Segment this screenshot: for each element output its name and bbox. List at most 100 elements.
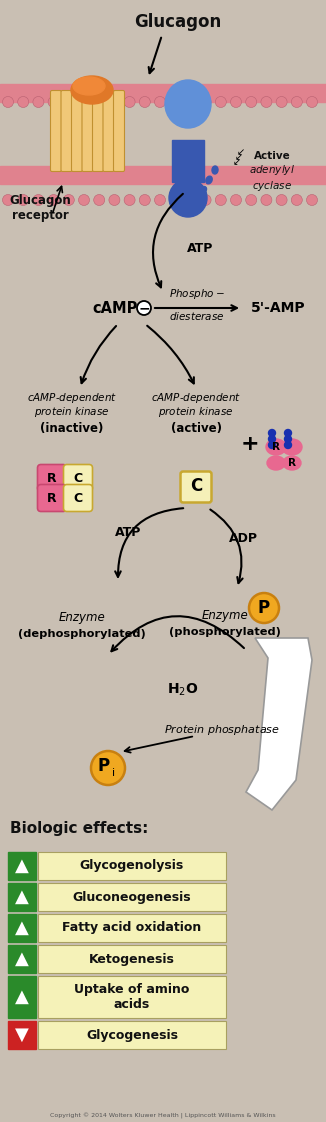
FancyBboxPatch shape	[113, 91, 125, 172]
Bar	[8, 976, 36, 1018]
Text: Glucagon: Glucagon	[134, 13, 222, 31]
Text: (dephosphorylated): (dephosphorylated)	[18, 629, 146, 640]
Ellipse shape	[169, 180, 207, 217]
FancyBboxPatch shape	[38, 852, 226, 880]
Circle shape	[124, 194, 135, 205]
Text: ADP: ADP	[229, 532, 258, 545]
Circle shape	[291, 194, 302, 205]
Ellipse shape	[73, 77, 105, 95]
Ellipse shape	[71, 76, 113, 104]
Text: $\mathit{cAMP}$-$\mathit{dependent}$: $\mathit{cAMP}$-$\mathit{dependent}$	[151, 390, 241, 405]
Bar	[8, 914, 36, 942]
Circle shape	[155, 96, 166, 108]
Bar	[8, 1021, 36, 1049]
Circle shape	[200, 194, 211, 205]
Text: (inactive): (inactive)	[40, 422, 104, 434]
Text: 5'-AMP: 5'-AMP	[251, 301, 305, 315]
Circle shape	[285, 441, 291, 449]
Text: $\mathit{cAMP}$-$\mathit{dependent}$: $\mathit{cAMP}$-$\mathit{dependent}$	[27, 390, 117, 405]
Circle shape	[261, 96, 272, 108]
Bar	[8, 883, 36, 911]
FancyBboxPatch shape	[61, 91, 72, 172]
Circle shape	[249, 594, 279, 623]
Text: ▲: ▲	[15, 888, 29, 905]
Text: $\mathit{Protein\ phosphatase}$: $\mathit{Protein\ phosphatase}$	[164, 723, 280, 737]
Text: R: R	[47, 471, 57, 485]
Circle shape	[63, 194, 74, 205]
Circle shape	[269, 435, 275, 442]
Circle shape	[109, 194, 120, 205]
Circle shape	[3, 96, 13, 108]
Circle shape	[124, 96, 135, 108]
Text: Enzyme: Enzyme	[59, 611, 105, 625]
Text: $\mathit{diesterase}$: $\mathit{diesterase}$	[169, 310, 225, 322]
Text: Active
$\mathit{adenylyl}$
$\mathit{cyclase}$: Active $\mathit{adenylyl}$ $\mathit{cycl…	[249, 151, 295, 193]
Text: Ketogenesis: Ketogenesis	[89, 953, 175, 966]
FancyBboxPatch shape	[38, 1021, 226, 1049]
Text: ↙: ↙	[233, 157, 241, 167]
Text: −: −	[138, 301, 150, 315]
Circle shape	[276, 194, 287, 205]
Circle shape	[91, 751, 125, 785]
FancyBboxPatch shape	[71, 91, 82, 172]
Circle shape	[79, 194, 90, 205]
FancyBboxPatch shape	[181, 471, 212, 503]
Ellipse shape	[282, 439, 302, 456]
FancyBboxPatch shape	[64, 465, 93, 491]
Text: $\mathit{Phospho-}$: $\mathit{Phospho-}$	[169, 287, 225, 301]
Text: C: C	[73, 491, 82, 505]
Text: C: C	[190, 477, 202, 495]
FancyBboxPatch shape	[37, 465, 67, 491]
Circle shape	[155, 194, 166, 205]
Bar	[172, 140, 204, 182]
Text: R: R	[288, 458, 296, 468]
Text: ▲: ▲	[15, 988, 29, 1006]
Circle shape	[285, 430, 291, 436]
Circle shape	[63, 96, 74, 108]
Ellipse shape	[200, 186, 207, 193]
Text: ▲: ▲	[15, 950, 29, 968]
Text: (phosphorylated): (phosphorylated)	[169, 627, 281, 637]
Circle shape	[18, 194, 29, 205]
Circle shape	[33, 194, 44, 205]
Circle shape	[48, 194, 59, 205]
Text: ATP: ATP	[187, 241, 213, 255]
Text: Fatty acid oxidation: Fatty acid oxidation	[62, 921, 201, 935]
FancyBboxPatch shape	[38, 914, 226, 942]
Text: C: C	[73, 471, 82, 485]
Circle shape	[246, 194, 257, 205]
Ellipse shape	[212, 166, 218, 174]
Text: P: P	[98, 757, 110, 775]
Circle shape	[306, 96, 318, 108]
Text: Glycogenolysis: Glycogenolysis	[80, 859, 184, 873]
Text: $\mathit{protein\ kinase}$: $\mathit{protein\ kinase}$	[158, 405, 234, 419]
Circle shape	[48, 96, 59, 108]
Ellipse shape	[266, 439, 286, 456]
Circle shape	[200, 96, 211, 108]
Circle shape	[269, 430, 275, 436]
Text: cAMP: cAMP	[92, 301, 138, 315]
Text: ▲: ▲	[15, 919, 29, 937]
FancyBboxPatch shape	[64, 485, 93, 512]
Circle shape	[139, 194, 150, 205]
Text: ▼: ▼	[15, 1026, 29, 1043]
Circle shape	[18, 96, 29, 108]
Circle shape	[3, 194, 13, 205]
Text: Glycogenesis: Glycogenesis	[86, 1029, 178, 1041]
Circle shape	[139, 96, 150, 108]
Text: +: +	[241, 434, 259, 454]
Text: Gluconeogenesis: Gluconeogenesis	[73, 891, 191, 903]
Polygon shape	[246, 638, 312, 810]
Ellipse shape	[267, 456, 285, 470]
Circle shape	[306, 194, 318, 205]
Text: ↙: ↙	[237, 147, 245, 157]
Circle shape	[109, 96, 120, 108]
Text: Glucagon
receptor: Glucagon receptor	[9, 194, 71, 222]
Text: Enzyme: Enzyme	[201, 609, 248, 623]
Bar	[8, 945, 36, 973]
Ellipse shape	[165, 80, 211, 128]
FancyBboxPatch shape	[93, 91, 103, 172]
Text: Copyright © 2014 Wolters Kluwer Health | Lippincott Williams & Wilkins: Copyright © 2014 Wolters Kluwer Health |…	[50, 1113, 276, 1119]
Circle shape	[276, 96, 287, 108]
Text: Uptake of amino
acids: Uptake of amino acids	[74, 983, 190, 1011]
